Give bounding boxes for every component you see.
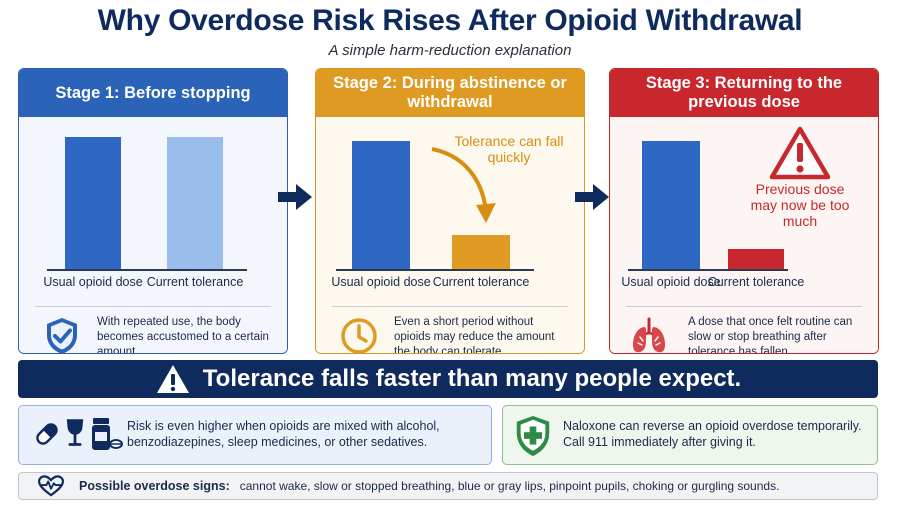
- stage-3-panel: Stage 3: Returning to the previous dose …: [609, 68, 879, 354]
- stage-2-panel: Stage 2: During abstinence or withdrawal…: [315, 68, 585, 354]
- pill-capsule-icon: [36, 423, 58, 445]
- shield-check-icon: [47, 318, 77, 353]
- right-arrow-icon: [575, 184, 609, 210]
- overdose-signs-text: cannot wake, slow or stopped breathing, …: [239, 479, 780, 493]
- stage-3-tolerance-bar: [728, 249, 784, 269]
- stage-1-tolerance-label: Current tolerance: [146, 275, 244, 289]
- clock-icon: [341, 318, 377, 353]
- stage-2-body: Usual opioid dose Current tolerance Tole…: [316, 117, 584, 354]
- stage-3-description: A dose that once felt routine can slow o…: [688, 316, 853, 354]
- stage-3-callout: Previous dose may now be too much: [750, 181, 850, 229]
- mixing-warning-text: Risk is even higher when opioids are mix…: [127, 419, 440, 449]
- page-subtitle: A simple harm-reduction explanation: [328, 42, 572, 59]
- stage-2-tolerance-label: Current tolerance: [432, 275, 530, 289]
- stage-3-tolerance-label: Current tolerance: [707, 275, 805, 289]
- overdose-signs-label: Possible overdose signs:: [79, 479, 230, 493]
- naloxone-box: Naloxone can reverse an opioid overdose …: [502, 405, 878, 465]
- key-message-banner: Tolerance falls faster than many people …: [18, 360, 878, 398]
- stage-3-header: Stage 3: Returning to the previous dose: [610, 69, 878, 117]
- stage-3-bar-area: [610, 117, 878, 269]
- pill-bottle-icon: [92, 418, 123, 450]
- stage-3-usual-dose-bar: [642, 141, 700, 269]
- stage-2-usual-dose-label: Usual opioid dose: [331, 275, 431, 289]
- overdose-signs-bar: Possible overdose signs: cannot wake, sl…: [18, 472, 878, 500]
- stage-1-header: Stage 1: Before stopping: [19, 69, 287, 117]
- stage-2-baseline: [336, 269, 534, 271]
- naloxone-text: Naloxone can reverse an opioid overdose …: [563, 419, 862, 449]
- key-message-text: Tolerance falls faster than many people …: [202, 365, 742, 392]
- stage-1-divider: [35, 306, 271, 307]
- stage-1-panel: Stage 1: Before stopping Usual opioid do…: [18, 68, 288, 354]
- stage-1-bar-area: [19, 117, 287, 269]
- stage-2-divider: [332, 306, 568, 307]
- stage-3-body: Usual opioid dose Current tolerance Prev…: [610, 117, 878, 354]
- stage-1-usual-dose-bar: [65, 137, 121, 269]
- stage-3-usual-dose-label: Usual opioid dose: [621, 275, 721, 289]
- stage-2-header: Stage 2: During abstinence or withdrawal: [316, 69, 584, 117]
- heart-pulse-icon: [37, 475, 65, 497]
- mixing-warning-box: Risk is even higher when opioids are mix…: [18, 405, 492, 465]
- stage-2-usual-dose-bar: [352, 141, 410, 269]
- lungs-icon: [633, 317, 665, 353]
- curved-down-arrow-icon: [431, 147, 496, 223]
- stage-3-baseline: [628, 269, 788, 271]
- stage-2-callout: Tolerance can fall quickly: [454, 133, 564, 165]
- stage-1-usual-dose-label: Usual opioid dose: [43, 275, 143, 289]
- stage-2-bar-area: [316, 117, 584, 269]
- stage-1-baseline: [47, 269, 247, 271]
- stage-1-description: With repeated use, the body becomes accu…: [97, 316, 269, 354]
- right-arrow-icon: [278, 184, 312, 210]
- warning-triangle-icon: [769, 126, 831, 180]
- medical-shield-icon: [516, 416, 550, 456]
- stage-1-tolerance-bar: [167, 137, 223, 269]
- stage-2-description: Even a short period without opioids may …: [394, 316, 555, 354]
- page-title: Why Overdose Risk Rises After Opioid Wit…: [97, 4, 803, 37]
- stage-1-body: Usual opioid dose Current tolerance With…: [19, 117, 287, 354]
- wine-glass-icon: [66, 419, 84, 446]
- stage-3-divider: [626, 306, 862, 307]
- warning-triangle-icon: [156, 365, 189, 393]
- stage-2-tolerance-bar: [452, 235, 510, 269]
